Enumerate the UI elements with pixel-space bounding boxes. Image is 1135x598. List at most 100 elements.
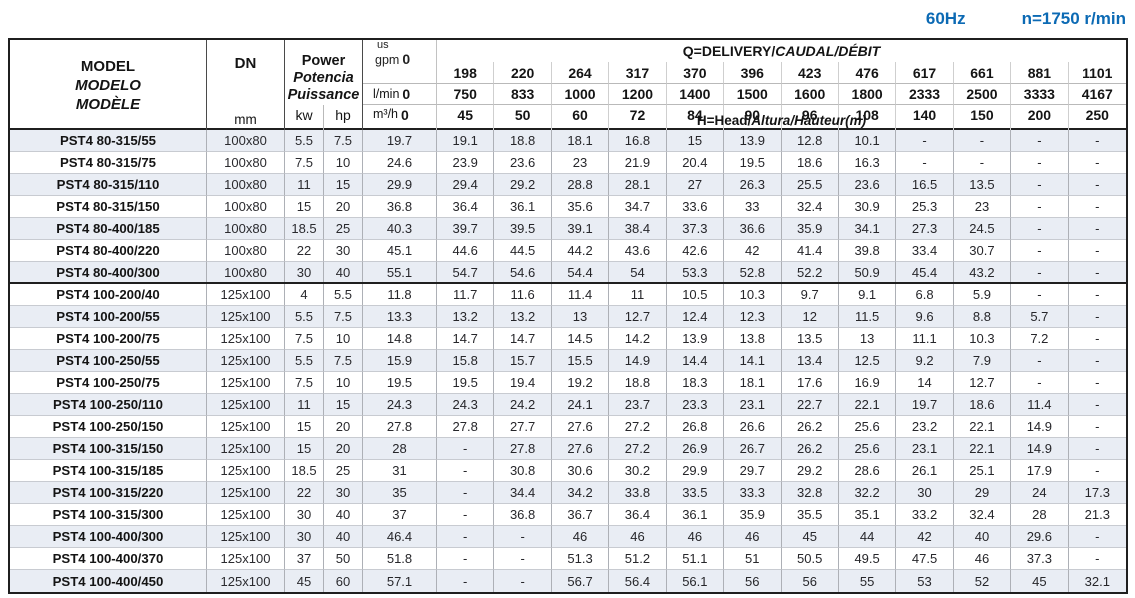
head-cell: -	[953, 130, 1012, 152]
head-cell: 11.4	[551, 284, 610, 306]
head-cell: 54	[609, 262, 667, 282]
head-cell: 51	[724, 548, 782, 570]
hp-cell: 5.5	[324, 284, 363, 306]
dn-cell: 100x80	[207, 262, 285, 282]
head-cell: 35.5	[781, 504, 839, 526]
table-row: PST4 100-315/300 125x100 30 40 37-36.8 36.7 36…	[10, 504, 1126, 526]
head-cell: 22.7	[781, 394, 839, 416]
head-cell: 26.2	[781, 416, 839, 438]
head-title-main: H=Head/	[696, 113, 752, 128]
head-cell: 15.8	[437, 350, 495, 372]
table-row: PST4 80-315/150 100x80 15 20 36.8 36.4 36.1 35.…	[10, 196, 1126, 218]
head-cell: 42.6	[666, 240, 725, 262]
table-row: PST4 100-315/220 125x100 22 30 35-34.4 34.2 33…	[10, 482, 1126, 504]
model-cell: PST4 100-250/55	[10, 350, 207, 372]
head-cell: 46	[609, 526, 667, 548]
table-row: PST4 100-250/110 125x100 11 15 24.3 24.3 24.2 2…	[10, 394, 1126, 416]
head-cell: 57.1	[363, 570, 437, 592]
head-cell: 33.8	[609, 482, 667, 504]
dn-label: DN	[234, 55, 257, 72]
table-row: PST4 100-200/75 125x100 7.5 10 14.8 14.7 14.7 1…	[10, 328, 1126, 350]
model-header-es: MODELO	[75, 76, 141, 94]
head-cell: 44	[838, 526, 897, 548]
hp-cell: 40	[324, 262, 363, 282]
head-cell: 19.7	[896, 394, 954, 416]
head-cell: -	[1011, 174, 1069, 196]
table-row: PST4 100-315/185 125x100 18.5 25 31-30.8 30.6…	[10, 460, 1126, 482]
head-cell: 27.8	[437, 416, 495, 438]
head-cell: 54.4	[552, 262, 610, 282]
dn-cell: 100x80	[207, 152, 285, 174]
head-cell: 9.2	[896, 350, 954, 372]
head-cell: 33	[724, 196, 782, 218]
head-cell: 23.7	[609, 394, 667, 416]
head-cell: 46.4	[363, 526, 437, 548]
head-cell: -	[437, 570, 495, 592]
head-cell: 42	[724, 240, 782, 262]
head-cell: 22.1	[953, 438, 1012, 460]
head-cell: -	[1011, 218, 1069, 240]
dn-column-header: DN mm	[207, 40, 285, 130]
kw-cell: 15	[285, 196, 324, 218]
head-cell: 9.1	[838, 284, 897, 306]
model-cell: PST4 100-250/110	[10, 394, 207, 416]
head-cell: 35.9	[781, 218, 839, 240]
head-cell: 33.2	[896, 504, 954, 526]
kw-cell: 18.5	[285, 218, 324, 240]
head-cell: 37.3	[666, 218, 725, 240]
head-cell: 27.8	[363, 416, 437, 438]
head-cell: 30.8	[494, 460, 552, 482]
head-cell: 28	[363, 438, 437, 460]
head-cell: 45.4	[896, 262, 954, 282]
table-row: PST4 100-400/370 125x100 37 50 51.8- -51.3 51.…	[10, 548, 1126, 570]
hp-cell: 20	[324, 196, 363, 218]
head-cell: 17.6	[781, 372, 839, 394]
gpm-value: 661	[953, 62, 1012, 84]
dn-cell: 125x100	[207, 306, 285, 328]
head-cell: 56	[724, 570, 782, 592]
head-cell: -	[437, 438, 495, 460]
head-cell: 34.7	[609, 196, 667, 218]
hp-cell: 10	[324, 372, 363, 394]
head-cell: 52.8	[724, 262, 782, 282]
head-cell: 14.5	[551, 328, 610, 350]
delivery-title-main: Q=DELIVERY/	[682, 43, 776, 59]
head-cell: 39.1	[551, 218, 610, 240]
head-cell: 26.1	[896, 460, 954, 482]
head-cell: -	[1068, 174, 1126, 196]
dn-cell: 125x100	[207, 416, 285, 438]
head-cell: 31	[363, 460, 437, 482]
head-cell: 17.3	[1068, 482, 1126, 504]
head-cell: 49.5	[838, 548, 897, 570]
table-row: PST4 100-400/300 125x100 30 40 46.4- -46 46 46 4…	[10, 526, 1126, 548]
hp-cell: 40	[324, 504, 363, 526]
gpm-value: 220	[494, 62, 552, 84]
table-row: PST4 100-250/55 125x100 5.5 7.5 15.9 15.8 15.7…	[10, 350, 1126, 372]
dn-cell: 125x100	[207, 548, 285, 570]
speed-label: n=1750 r/min	[1021, 9, 1126, 28]
hp-cell: 50	[324, 548, 363, 570]
power-column-header: Power Potencia Puissance	[285, 40, 363, 105]
head-cell: 27.6	[551, 416, 610, 438]
head-cell: 25.5	[781, 174, 839, 196]
head-cell: 27.7	[494, 416, 552, 438]
head-cell: 5.7	[1011, 306, 1069, 328]
head-cell: 19.1	[437, 130, 495, 152]
head-cell: -	[1011, 240, 1069, 262]
hp-cell: 10	[324, 152, 363, 174]
head-cell: 35.1	[838, 504, 897, 526]
head-cell: 30.9	[838, 196, 897, 218]
gpm-value: 881	[1011, 62, 1069, 84]
model-column-header: MODEL MODELO MODÈLE	[10, 40, 207, 130]
kw-cell: 7.5	[285, 372, 324, 394]
kw-cell: 30	[285, 504, 324, 526]
head-cell: 35.9	[724, 504, 782, 526]
head-cell: 51.2	[609, 548, 667, 570]
head-cell: -	[437, 482, 495, 504]
head-cell: 12.8	[781, 130, 839, 152]
hp-cell: 25	[324, 460, 363, 482]
table-row: PST4 100-250/75 125x100 7.5 10 19.5 19.5 19.4 1…	[10, 372, 1126, 394]
m3h-value: 84	[667, 105, 725, 130]
table-row: PST4 80-315/55 100x80 5.5 7.5 19.7 19.1 18.8 18…	[10, 130, 1126, 152]
head-cell: 55.1	[363, 262, 437, 282]
